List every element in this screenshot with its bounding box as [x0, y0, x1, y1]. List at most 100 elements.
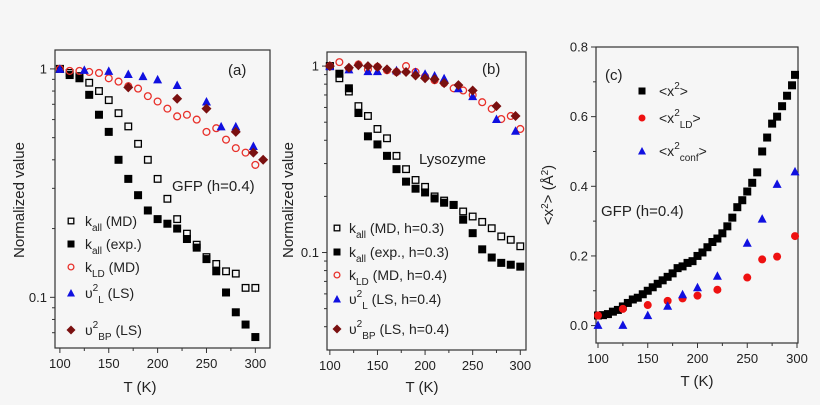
series-4 [324, 60, 521, 121]
square-marker [516, 262, 525, 271]
legend-label: kall (MD) [85, 213, 137, 234]
legend-label-sub: all [356, 254, 366, 265]
diamond-marker [467, 85, 478, 96]
legend-label-rest: (exp., h=0.3) [366, 244, 449, 260]
square-marker [753, 168, 762, 177]
legend-entry: <x2LD> [638, 108, 701, 131]
open-square-marker [487, 224, 496, 233]
y-tick-label: 0.0 [570, 318, 588, 333]
square-marker [402, 177, 411, 186]
triangle-marker [55, 64, 65, 73]
diamond-marker [401, 66, 412, 77]
legend-label-rest: > [699, 143, 707, 159]
legend-label-base: k [85, 259, 93, 275]
circle-marker [773, 252, 782, 261]
triangle-marker [618, 320, 628, 329]
square-marker [613, 305, 622, 314]
open-square-marker [373, 125, 382, 133]
plot-frame [326, 51, 527, 351]
square-marker [449, 200, 458, 209]
y-tick-label: 1 [312, 59, 319, 74]
square-marker [192, 243, 201, 252]
triangle-marker [248, 141, 258, 150]
open-circle-marker [114, 77, 123, 86]
circle-marker [713, 285, 722, 294]
annotation: GFP (h=0.4) [172, 178, 255, 195]
legend-label: υ2L (LS) [85, 283, 134, 306]
legend-label-sub: BP [362, 331, 376, 342]
x-tick-label: 100 [587, 351, 609, 366]
diamond-marker [410, 70, 421, 81]
legend-label-sup: 2 [357, 319, 363, 330]
open-square-marker [173, 215, 182, 224]
open-square-marker [333, 224, 341, 232]
legend-entry: kLD (MD, h=0.4) [333, 267, 447, 288]
square-marker [440, 198, 449, 207]
square-marker [778, 102, 787, 111]
x-tick-label: 100 [49, 356, 71, 371]
triangle-marker [643, 310, 653, 320]
legend-label-sup: 2 [93, 283, 99, 294]
panel-label: (a) [228, 62, 246, 79]
triangle-marker [439, 73, 449, 83]
legend-label-rest: > [680, 83, 688, 99]
square-marker [668, 269, 677, 278]
annotation: GFP (h=0.4) [601, 203, 684, 220]
legend-label-base: k [85, 236, 93, 252]
legend-label-rest: (MD) [102, 213, 137, 229]
legend-label-sub: LD [356, 277, 369, 288]
square-marker [124, 174, 133, 183]
open-square-marker [124, 122, 133, 131]
diamond-marker [66, 325, 76, 335]
open-circle-marker [94, 68, 104, 78]
triangle-marker [79, 65, 89, 74]
triangle-marker [790, 166, 800, 176]
y-tick-label: 1 [40, 61, 47, 76]
x-tick-label: 250 [196, 356, 218, 371]
x-tick-label: 100 [319, 358, 341, 373]
square-marker [743, 187, 752, 196]
legend-label-base: k [349, 267, 357, 283]
open-circle-marker [231, 144, 240, 153]
triangle-marker [491, 114, 501, 124]
open-square-marker [459, 207, 468, 216]
diamond-marker [372, 61, 383, 72]
annotation: Lysozyme [419, 151, 486, 168]
triangle-marker [772, 179, 782, 188]
square-marker [459, 215, 468, 224]
open-square-marker [104, 96, 113, 105]
legend-label-base: <x [659, 143, 674, 159]
open-circle-marker [143, 92, 152, 101]
open-square-marker [506, 235, 515, 244]
square-marker [718, 229, 727, 238]
x-axis-label: T (K) [680, 373, 713, 390]
series-1 [325, 62, 525, 271]
square-marker [222, 288, 231, 297]
circle-marker [758, 255, 767, 264]
series-2 [593, 166, 800, 329]
triangle-marker [333, 295, 341, 303]
circle-marker [743, 273, 752, 282]
triangle-marker [138, 71, 148, 81]
circle-marker [618, 304, 627, 313]
square-marker [633, 293, 642, 302]
diamond-marker [248, 147, 259, 158]
open-circle-marker [153, 97, 162, 106]
y-tick-label: 0.6 [570, 109, 588, 124]
square-marker [663, 272, 672, 281]
legend-entry: <x2conf> [638, 141, 707, 164]
square-marker [65, 71, 74, 80]
square-marker [114, 155, 123, 164]
open-square-marker [468, 212, 477, 221]
legend-label-sub: L [98, 295, 104, 306]
square-marker [497, 258, 506, 267]
series-4 [123, 82, 269, 165]
diamond-marker [391, 66, 402, 77]
series-0 [593, 70, 800, 320]
legend-label-sub: conf [680, 153, 699, 164]
diamond-marker [510, 110, 521, 121]
open-square-marker [67, 217, 75, 225]
open-circle-marker [104, 74, 113, 83]
x-tick-label: 300 [786, 351, 808, 366]
